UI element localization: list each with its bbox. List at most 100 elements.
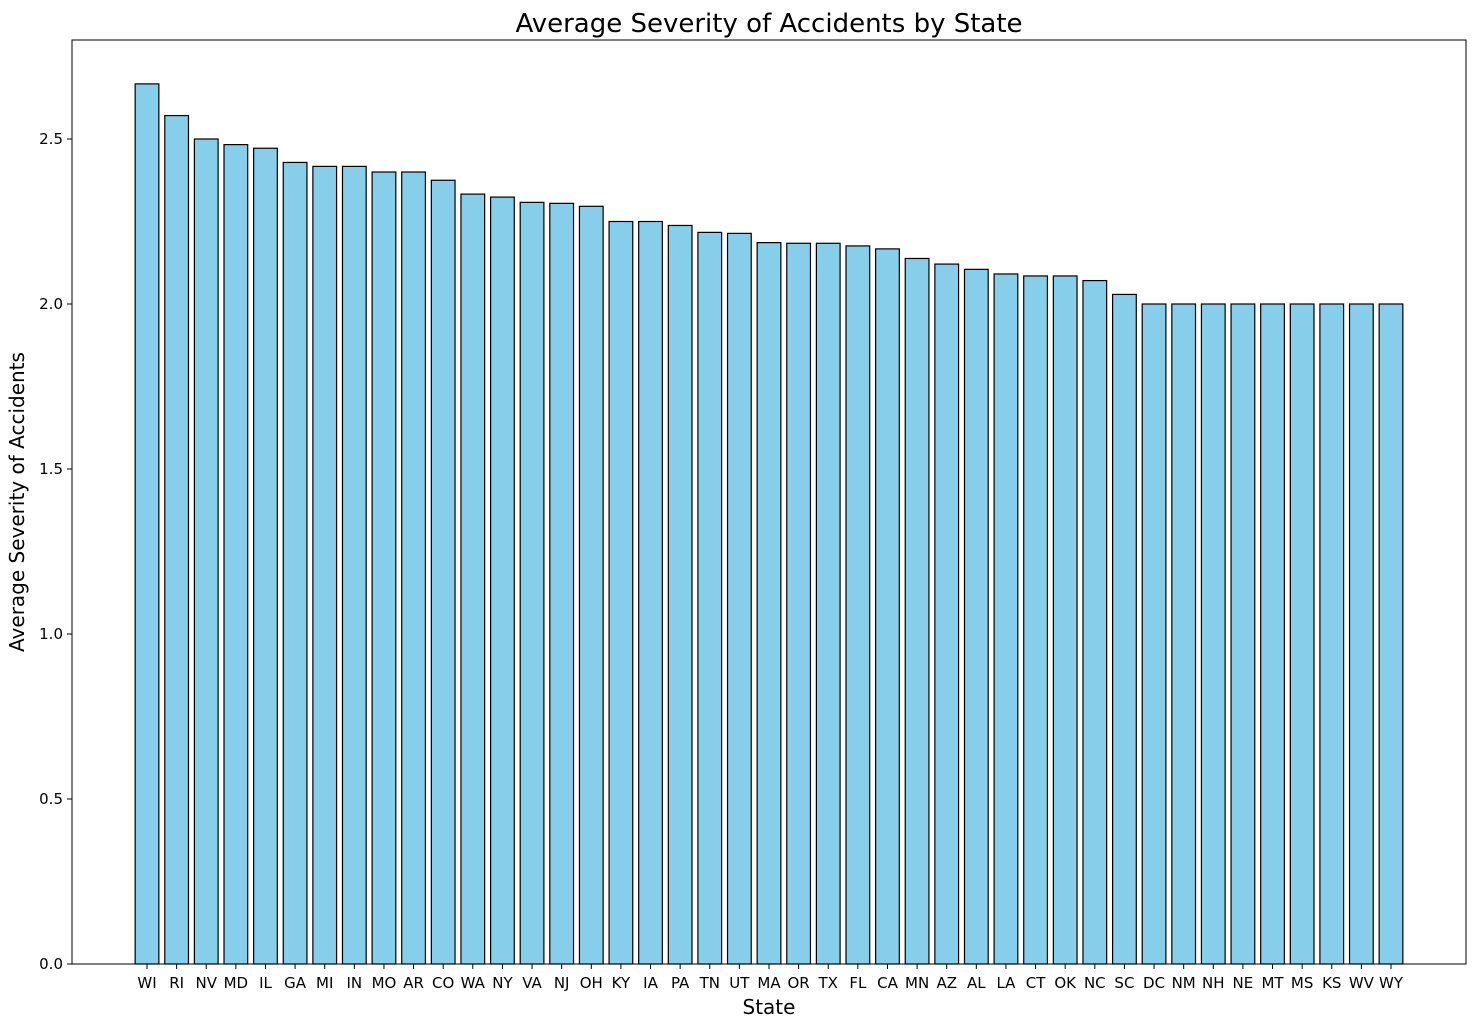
x-tick-label: NE <box>1233 974 1254 992</box>
bar-nv <box>193 138 219 965</box>
y-tick-label: 0.0 <box>39 955 63 973</box>
bar-ri <box>164 114 190 965</box>
bar-ma <box>756 242 782 965</box>
plot-frame <box>71 39 1467 965</box>
bar-az <box>934 263 960 965</box>
bar-in <box>341 165 367 965</box>
x-tick-label: LA <box>996 974 1016 992</box>
x-tick-label: NH <box>1202 974 1225 992</box>
y-axis-ticks: 0.0 0.5 1.0 1.5 2.0 2.5 <box>39 130 72 973</box>
bar-mi <box>312 165 338 965</box>
x-tick-label: GA <box>284 974 307 992</box>
bar-wi <box>134 83 160 965</box>
x-tick-label: OK <box>1054 974 1077 992</box>
bar-wa <box>460 193 486 965</box>
x-tick-label: OR <box>788 974 810 992</box>
y-tick-label: 2.5 <box>39 130 63 148</box>
bar-la <box>993 273 1019 965</box>
bar-il <box>253 147 278 965</box>
x-tick-label: MO <box>372 974 397 992</box>
x-tick-label: MA <box>757 974 781 992</box>
x-tick-label: FL <box>849 974 867 992</box>
bar-md <box>223 144 249 965</box>
x-axis-ticks: WI RI NV MD IL GA MI IN MO AR CO WA NY VA NJ OH KY IA PA TN… <box>137 964 1404 992</box>
bar-ut <box>726 232 752 965</box>
bar-ia <box>638 220 663 965</box>
bar-ga <box>282 161 308 965</box>
bar-mn <box>904 257 930 965</box>
x-tick-label: UT <box>729 974 750 992</box>
x-tick-label: NM <box>1172 974 1196 992</box>
x-tick-label: DC <box>1143 974 1165 992</box>
bar-pa <box>667 224 693 965</box>
bar-or <box>786 242 812 965</box>
x-tick-label: CO <box>432 974 454 992</box>
bar-nj <box>549 202 575 965</box>
x-tick-label: WI <box>137 974 156 992</box>
bar-al <box>963 268 989 965</box>
bar-tx <box>815 242 841 965</box>
bar-ok <box>1052 275 1078 965</box>
x-tick-label: IA <box>643 974 658 992</box>
bar-tn <box>697 231 723 965</box>
y-tick-label: 1.0 <box>39 625 63 643</box>
x-tick-label: IN <box>347 974 363 992</box>
bar-oh <box>578 205 604 965</box>
x-tick-label: MN <box>905 974 929 992</box>
x-axis-label: State <box>743 995 796 1019</box>
y-axis-label: Average Severity of Accidents <box>5 352 29 652</box>
y-tick-label: 1.5 <box>39 460 63 478</box>
x-tick-label: RI <box>169 974 184 992</box>
bar-ca <box>875 248 900 965</box>
y-tick-label: 2.0 <box>39 295 63 313</box>
bar-dc <box>1141 303 1167 965</box>
x-tick-label: NV <box>195 974 217 992</box>
bar-mo <box>371 171 397 965</box>
y-tick-label: 0.5 <box>39 790 63 808</box>
x-tick-label: NC <box>1084 974 1106 992</box>
bar-ny <box>489 196 515 965</box>
x-tick-label: WA <box>461 974 486 992</box>
bar-fl <box>845 245 871 965</box>
x-tick-label: WY <box>1379 974 1404 992</box>
x-tick-label: AR <box>403 974 424 992</box>
x-tick-label: CA <box>877 974 898 992</box>
x-tick-label: IL <box>259 974 272 992</box>
bar-ar <box>401 171 427 965</box>
x-tick-label: VA <box>522 974 542 992</box>
bar-ne <box>1230 303 1256 965</box>
bar-ky <box>608 220 634 965</box>
bar-co <box>430 179 456 965</box>
x-tick-label: KS <box>1322 974 1341 992</box>
x-tick-label: MS <box>1291 974 1313 992</box>
bar-wy <box>1378 303 1404 965</box>
x-tick-label: PA <box>671 974 690 992</box>
x-tick-label: NJ <box>554 974 570 992</box>
bar-nh <box>1200 303 1226 965</box>
bar-mt <box>1260 303 1285 965</box>
x-tick-label: AL <box>967 974 986 992</box>
x-tick-label: MT <box>1261 974 1284 992</box>
x-tick-label: OH <box>580 974 603 992</box>
x-tick-label: AZ <box>936 974 957 992</box>
bars-group <box>134 83 1404 965</box>
bar-sc <box>1111 293 1137 965</box>
x-tick-label: NY <box>492 974 513 992</box>
x-tick-label: MI <box>316 974 333 992</box>
x-tick-label: KY <box>612 974 631 992</box>
x-tick-label: TX <box>818 974 838 992</box>
chart-title: Average Severity of Accidents by State <box>515 9 1022 39</box>
bar-va <box>519 201 545 965</box>
x-tick-label: MD <box>224 974 249 992</box>
bar-ms <box>1289 303 1315 965</box>
x-tick-label: CT <box>1026 974 1046 992</box>
bar-ks <box>1319 303 1345 965</box>
bar-wv <box>1348 303 1374 965</box>
x-tick-label: WV <box>1349 974 1375 992</box>
bar-nm <box>1171 303 1197 965</box>
bar-ct <box>1023 275 1049 965</box>
x-tick-label: TN <box>699 974 720 992</box>
bar-nc <box>1082 279 1108 965</box>
x-tick-label: SC <box>1114 974 1134 992</box>
